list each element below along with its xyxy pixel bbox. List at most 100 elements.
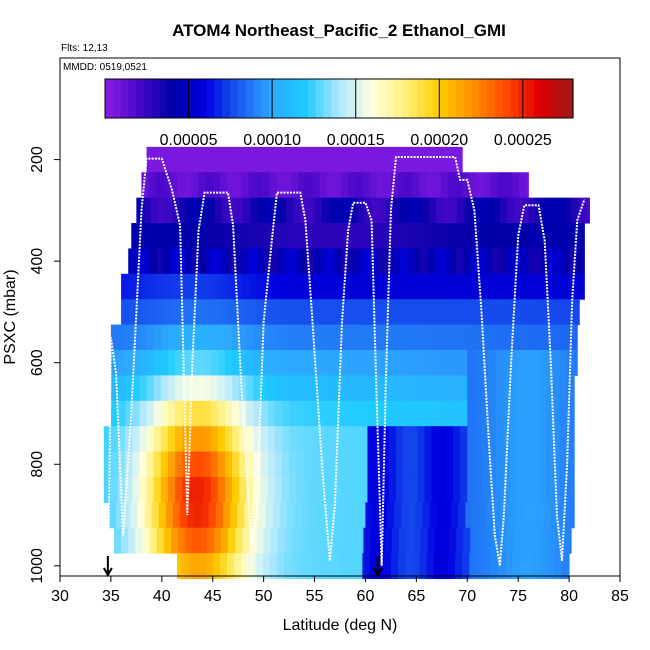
heatmap-cell (403, 451, 411, 478)
heatmap-cell (366, 223, 375, 249)
heatmap-cell (324, 324, 333, 351)
heatmap-cell (314, 197, 323, 224)
heatmap-cell (331, 451, 340, 478)
colorbar-swatch (190, 79, 200, 118)
heatmap-cell (499, 197, 508, 224)
heatmap-cell (559, 400, 568, 427)
heatmap-cell (574, 350, 578, 376)
heatmap-cell (246, 375, 254, 402)
heatmap-cell (317, 324, 326, 351)
heatmap-cell (216, 223, 225, 249)
heatmap-cell (131, 223, 139, 249)
heatmap-cell (292, 273, 300, 300)
heatmap-cell (426, 172, 435, 199)
heatmap-cell (427, 273, 436, 300)
heatmap-cell (203, 375, 212, 402)
heatmap-cell (344, 502, 352, 529)
heatmap-cell (490, 553, 499, 580)
heatmap-cell (164, 197, 173, 224)
heatmap-cell (189, 146, 197, 173)
heatmap-cell (251, 502, 260, 529)
colorbar-tick-label: 0.00015 (327, 132, 385, 149)
heatmap-cell (391, 248, 400, 275)
heatmap-cell (125, 476, 133, 503)
heatmap-cell (324, 350, 333, 376)
heatmap-cell (145, 223, 154, 249)
heatmap-cell (132, 451, 140, 478)
heatmap-cell (189, 476, 197, 503)
heatmap-cell (346, 324, 354, 351)
heatmap-cell (307, 197, 316, 224)
heatmap-cell (478, 197, 487, 224)
heatmap-cell (118, 324, 126, 351)
heatmap-cell (460, 451, 468, 478)
heatmap-cell (220, 273, 229, 300)
heatmap-cell (132, 350, 140, 376)
heatmap-cell (210, 146, 219, 173)
heatmap-cell (103, 451, 112, 478)
heatmap-cell (356, 273, 364, 300)
heatmap-cell (469, 553, 477, 580)
heatmap-cell (559, 451, 568, 478)
heatmap-cell (463, 248, 471, 275)
heatmap-cell (289, 146, 297, 173)
heatmap-cell (160, 426, 169, 453)
heatmap-cell (549, 197, 558, 224)
heatmap-cell (524, 350, 532, 376)
heatmap-cell (527, 248, 535, 275)
heatmap-cell (173, 502, 181, 529)
heatmap-cell (510, 400, 518, 427)
heatmap-cell (246, 400, 254, 427)
heatmap-cell (262, 172, 271, 199)
heatmap-cell (559, 324, 568, 351)
heatmap-cell (160, 350, 169, 376)
colorbar-swatch (346, 79, 356, 118)
heatmap-cell (460, 350, 468, 376)
heatmap-cell (488, 426, 497, 453)
heatmap-cell (274, 426, 283, 453)
heatmap-cell (545, 426, 554, 453)
heatmap-cell (343, 197, 351, 224)
heatmap-cell (267, 324, 276, 351)
heatmap-cell (510, 451, 518, 478)
heatmap-cell (245, 223, 253, 249)
heatmap-cell (396, 476, 404, 503)
heatmap-cell (464, 197, 472, 224)
heatmap-cell (139, 350, 148, 376)
heatmap-cell (463, 299, 471, 326)
heatmap-cell (491, 527, 500, 554)
heatmap-cell (153, 476, 162, 503)
heatmap-cell (567, 426, 575, 453)
heatmap-cell (542, 197, 551, 224)
heatmap-cell (467, 350, 475, 376)
heatmap-cell (358, 502, 366, 529)
heatmap-cell (189, 426, 197, 453)
heatmap-cell (479, 502, 488, 529)
heatmap-cell (374, 146, 383, 173)
heatmap-cell (420, 273, 429, 300)
heatmap-cell (249, 273, 258, 300)
heatmap-cell (310, 324, 319, 351)
heatmap-cell (520, 248, 528, 275)
heatmap-cell (431, 476, 440, 503)
heatmap-cell (531, 350, 540, 376)
heatmap-cell (524, 324, 532, 351)
heatmap-cell (310, 451, 319, 478)
heatmap-cell (520, 299, 528, 326)
colorbar-swatch (292, 79, 301, 118)
heatmap-cell (328, 197, 337, 224)
heatmap-cell (241, 553, 249, 580)
heatmap-cell (232, 476, 240, 503)
heatmap-cell (455, 553, 463, 580)
heatmap-cell (177, 553, 185, 580)
heatmap-cell (276, 553, 285, 580)
heatmap-cell (209, 223, 218, 249)
heatmap-cell (567, 400, 575, 427)
heatmap-cell (552, 375, 561, 402)
colorbar-swatch (354, 79, 363, 118)
heatmap-cell (255, 172, 264, 199)
heatmap-cell (385, 197, 394, 224)
colorbar-swatch (198, 79, 207, 118)
heatmap-cell (315, 502, 324, 529)
heatmap-cell (426, 553, 435, 580)
